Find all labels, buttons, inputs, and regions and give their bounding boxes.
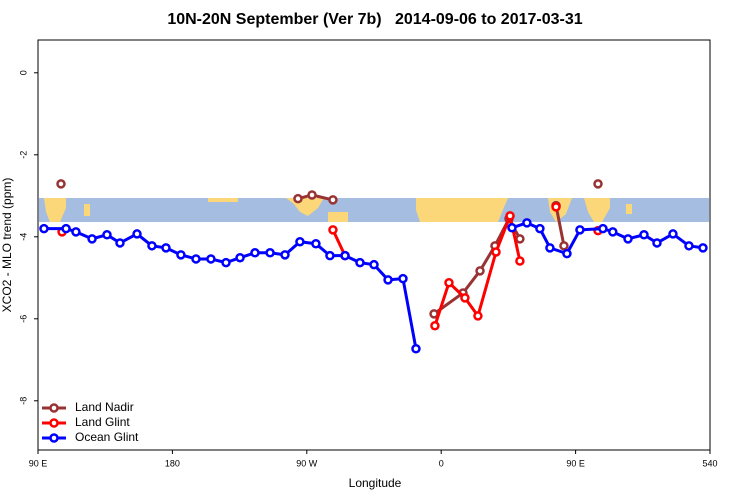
point (411, 343, 421, 354)
point (191, 254, 201, 264)
legend-label: Land Nadir (75, 400, 134, 414)
point (623, 234, 633, 244)
point (475, 266, 485, 276)
series-line (43, 221, 704, 350)
point (340, 250, 350, 261)
point (328, 225, 338, 235)
point (444, 277, 454, 288)
point (295, 236, 305, 247)
point (325, 250, 335, 261)
point (383, 275, 393, 285)
y-tick-label: -2 (18, 151, 28, 159)
point (522, 218, 532, 228)
point (250, 248, 260, 258)
y-tick-label: -8 (18, 397, 28, 405)
legend-label: Ocean Glint (75, 430, 139, 444)
point (398, 273, 408, 284)
point (684, 241, 694, 251)
legend-label: Land Glint (75, 415, 130, 429)
point (545, 243, 555, 253)
point (507, 223, 517, 233)
point (559, 241, 569, 251)
legend-marker (49, 433, 59, 443)
point (56, 179, 66, 189)
point (698, 243, 708, 253)
x-tick-label: 540 (702, 458, 717, 468)
x-tick-label: 90 E (29, 458, 48, 468)
y-tick-label: -4 (18, 233, 28, 241)
point (39, 223, 49, 234)
x-axis-label: Longitude (349, 476, 402, 490)
point (473, 311, 483, 321)
chart-title: 10N-20N September (Ver 7b) 2014-09-06 to… (167, 11, 582, 28)
point (161, 243, 171, 253)
point (221, 257, 231, 268)
point (206, 254, 216, 264)
x-tick-label: 90 W (296, 458, 318, 468)
point (515, 234, 525, 244)
point (71, 227, 81, 237)
point (147, 241, 157, 251)
map-strip (39, 198, 709, 222)
point (280, 250, 290, 260)
plot-frame (37, 39, 711, 451)
point (652, 238, 662, 248)
point (608, 227, 618, 237)
point (562, 248, 572, 259)
point (176, 250, 186, 260)
x-tick-label: 180 (165, 458, 180, 468)
legend-marker (49, 418, 59, 428)
point (505, 211, 515, 221)
y-tick-label: -6 (18, 315, 28, 323)
point (429, 309, 439, 319)
point (115, 238, 125, 248)
point (307, 190, 317, 200)
point (460, 293, 470, 303)
point (575, 225, 585, 235)
point (311, 239, 321, 249)
point (551, 202, 561, 212)
point (369, 259, 379, 270)
land-shapes (44, 198, 632, 222)
point (515, 256, 525, 266)
point (87, 234, 97, 244)
point (535, 223, 545, 234)
x-tick-label: 90 E (566, 458, 585, 468)
y-tick-label: 0 (18, 70, 28, 75)
series-line (333, 216, 598, 326)
legend-marker (49, 403, 59, 413)
point (102, 230, 112, 240)
point (593, 179, 603, 189)
x-tick-label: 0 (439, 458, 444, 468)
point (491, 247, 501, 257)
point (668, 229, 678, 239)
point (598, 223, 608, 234)
point (328, 195, 338, 205)
point (293, 193, 303, 204)
point (355, 257, 365, 268)
point (639, 230, 649, 240)
point (265, 248, 275, 258)
y-axis-label: XCO2 - MLO trend (ppm) (0, 178, 14, 313)
point (430, 321, 440, 331)
point (61, 223, 71, 234)
point (235, 252, 245, 263)
point (132, 229, 142, 239)
